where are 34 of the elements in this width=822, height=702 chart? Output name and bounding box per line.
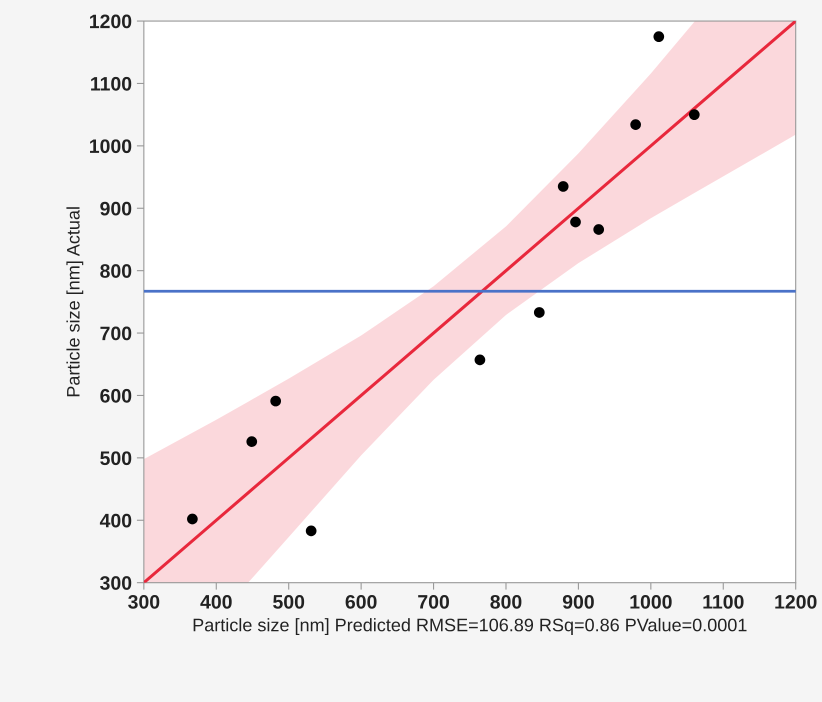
x-tick-label: 700 — [418, 594, 449, 609]
point — [688, 109, 700, 120]
x-tick-label: 900 — [562, 594, 594, 609]
point — [474, 354, 486, 366]
y-tick-label: 600 — [100, 388, 132, 403]
x-tick-label: 500 — [273, 594, 304, 609]
point — [306, 526, 317, 536]
x-tick-label: 1100 — [703, 594, 744, 609]
x-tick-label: 400 — [200, 594, 232, 609]
x-tick-label: 800 — [490, 594, 522, 609]
point — [653, 31, 664, 42]
point — [558, 181, 569, 192]
y-tick-label: 300 — [100, 576, 132, 590]
y-tick-label: 800 — [100, 264, 132, 278]
x-axis-title: Particle size [nm] Predicted RMSE=106.89 RSq=0.86 PValue=0.0001 — [194, 618, 747, 635]
point — [593, 224, 604, 235]
point — [246, 436, 258, 447]
y-tick-label: 1000 — [90, 139, 132, 154]
y-tick-label: 1200 — [90, 14, 132, 28]
y-tick-label: 900 — [100, 202, 132, 216]
y-tick-label: 400 — [100, 514, 132, 528]
point — [187, 514, 198, 524]
y-axis-title: Particle size [nm] Actual — [66, 207, 84, 396]
x-tick-label: 300 — [128, 594, 160, 609]
y-tick-label: 1100 — [91, 76, 132, 91]
point — [270, 396, 282, 406]
x-tick-label: 600 — [346, 594, 377, 609]
y-tick-label: 500 — [100, 451, 132, 466]
y-tick-label: 700 — [100, 326, 132, 340]
point — [630, 119, 641, 130]
x-tick-label: 1000 — [630, 594, 672, 609]
x-tick-label: 1200 — [775, 594, 817, 609]
point — [570, 216, 581, 228]
point — [534, 307, 545, 318]
